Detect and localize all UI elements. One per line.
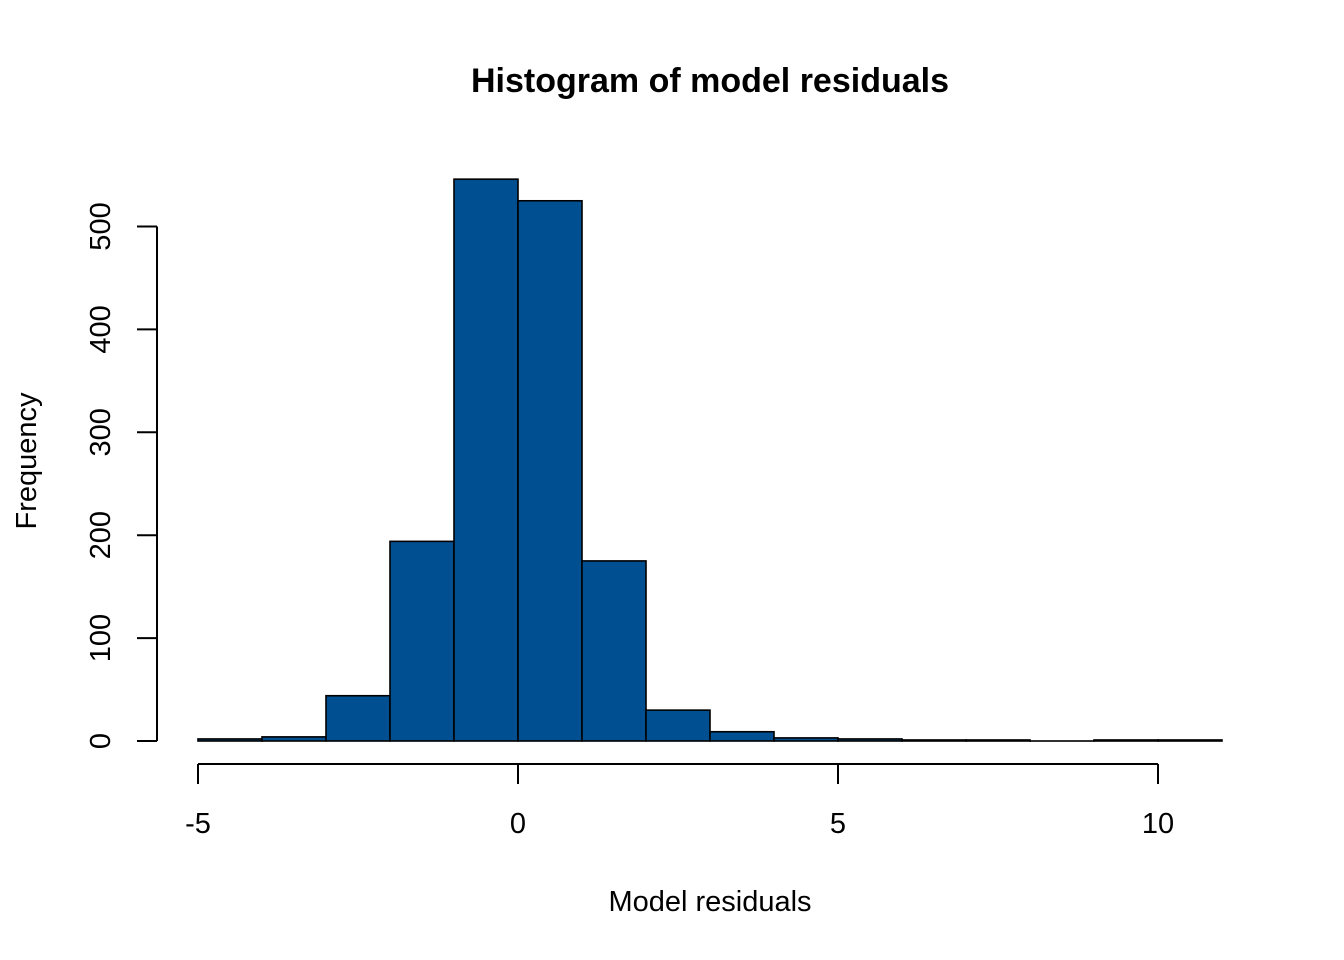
histogram-bar xyxy=(709,730,775,742)
y-tick-label: 400 xyxy=(85,305,117,353)
y-tick-label: 500 xyxy=(85,202,117,250)
x-tick-label: -5 xyxy=(185,808,211,840)
y-tick-label: 0 xyxy=(85,733,117,749)
y-axis-label: Frequency xyxy=(11,392,43,530)
histogram-bar xyxy=(389,540,455,742)
y-tick-label: 200 xyxy=(85,511,117,559)
y-tick-label: 300 xyxy=(85,408,117,456)
histogram-bar xyxy=(453,178,519,742)
x-tick-label: 10 xyxy=(1142,808,1174,840)
x-tick-label: 5 xyxy=(830,808,846,840)
histogram-bar xyxy=(261,736,327,742)
histogram-bar xyxy=(965,739,1031,742)
histogram-bar xyxy=(197,738,263,742)
histogram-bar xyxy=(901,739,967,742)
y-axis: 0 100 200 300 400 500 xyxy=(85,202,158,749)
histogram-bar xyxy=(517,199,583,742)
histogram-bar xyxy=(581,560,647,742)
histogram-bar xyxy=(325,694,391,742)
bars-group xyxy=(197,178,1223,742)
x-axis-label: Model residuals xyxy=(608,886,811,918)
x-tick-label: 0 xyxy=(510,808,526,840)
x-axis: -5 0 5 10 xyxy=(185,763,1174,840)
histogram-bar xyxy=(645,709,711,742)
histogram-bar xyxy=(1157,739,1223,742)
histogram-bar xyxy=(773,737,839,742)
histogram-bar xyxy=(1093,739,1159,742)
histogram-bar xyxy=(837,738,903,742)
y-tick-label: 100 xyxy=(85,614,117,662)
chart-title: Histogram of model residuals xyxy=(471,62,949,100)
